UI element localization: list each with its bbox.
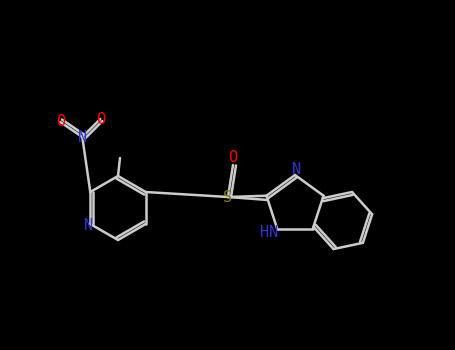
Text: O: O xyxy=(56,114,65,130)
Text: N: N xyxy=(84,218,93,233)
Text: O: O xyxy=(96,112,105,126)
Text: N: N xyxy=(78,130,87,145)
Text: S: S xyxy=(223,189,233,204)
Text: O: O xyxy=(228,149,238,164)
Text: N: N xyxy=(293,162,302,177)
Text: HN: HN xyxy=(260,225,278,240)
